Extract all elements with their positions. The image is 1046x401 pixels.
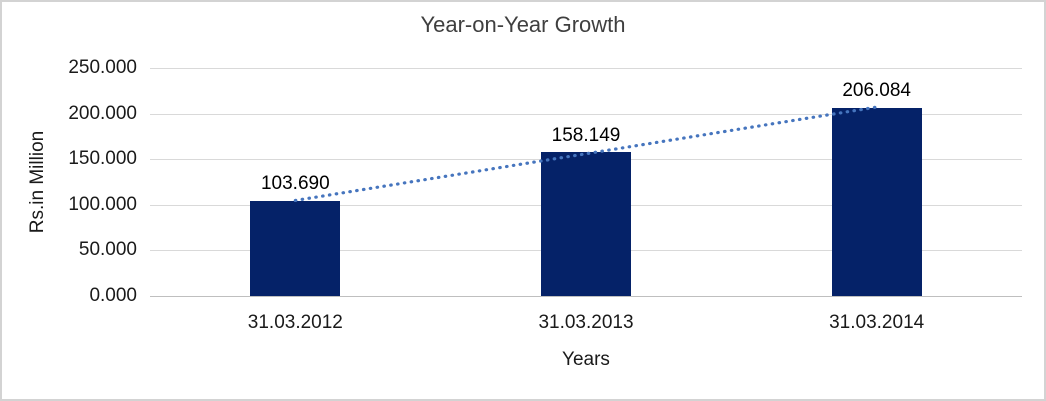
chart-title: Year-on-Year Growth — [420, 12, 626, 37]
y-tick-label: 100.000 — [68, 193, 137, 215]
x-tick-label: 31.03.2014 — [829, 312, 925, 333]
x-axis-line — [150, 296, 1022, 297]
y-tick-label: 150.000 — [68, 148, 137, 170]
bar-value-label: 206.084 — [842, 80, 911, 102]
y-tick-label: 50.000 — [78, 239, 137, 261]
x-axis-title: Years — [562, 349, 610, 370]
y-axis-title-text: Rs.in Million — [27, 130, 48, 234]
bar-value-label: 158.149 — [551, 124, 621, 146]
bar — [831, 108, 922, 296]
y-tick-label: 0.000 — [89, 285, 137, 306]
y-tick-label: 250.000 — [68, 57, 137, 78]
bar — [541, 151, 631, 296]
x-tick-label: 31.03.2013 — [538, 312, 634, 333]
y-tick-label: 200.000 — [68, 102, 137, 124]
y-gridline — [150, 68, 1022, 69]
bar — [250, 201, 341, 296]
bar-value-label: 103.690 — [260, 173, 330, 195]
x-tick-label: 31.03.2012 — [247, 312, 343, 333]
